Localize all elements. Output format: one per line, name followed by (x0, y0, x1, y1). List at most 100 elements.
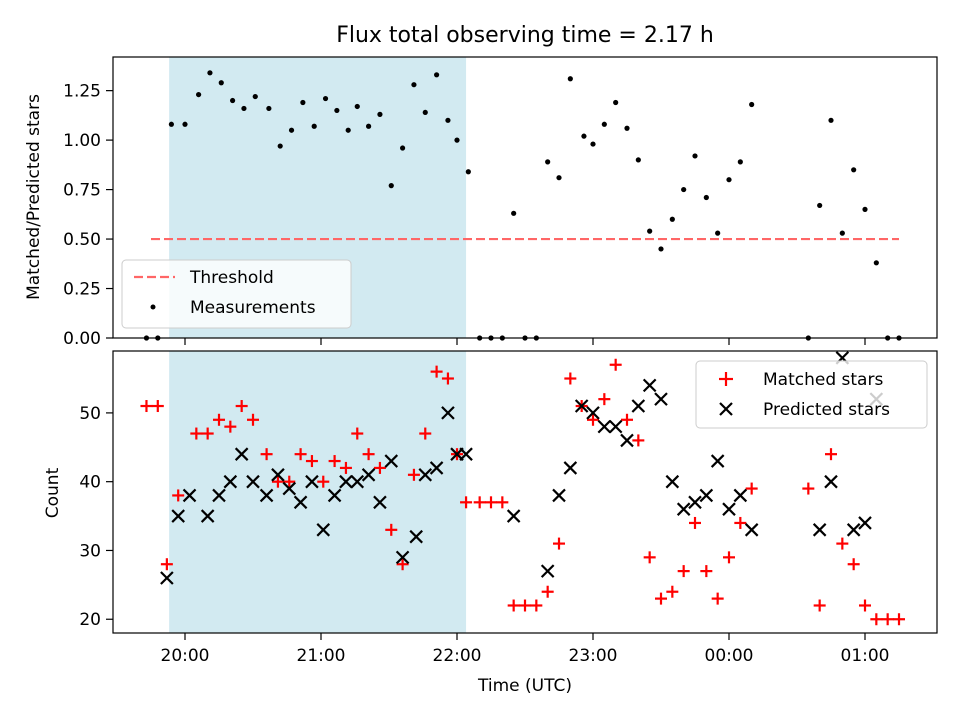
bottom-x-ticks: 20:00 21:00 22:00 23:00 00:00 01:00 (161, 633, 890, 666)
matched-star-point (677, 565, 690, 578)
predicted-star-point (246, 474, 260, 489)
x-tick-label: 22:00 (433, 646, 482, 666)
matched-star-point (700, 565, 713, 578)
matched-star-point (441, 372, 454, 385)
predicted-star-point (722, 502, 736, 516)
matched-star-point (460, 496, 473, 509)
measurement-point (266, 105, 272, 112)
predicted-star-point (409, 529, 423, 544)
matched-star-point (485, 496, 497, 509)
measurement-points (143, 70, 902, 341)
matched-star-point (859, 599, 871, 612)
measurement-point (454, 137, 460, 143)
y-tick-label: 0.75 (63, 181, 101, 201)
matched-star-point (351, 427, 364, 440)
predicted-star-point (506, 509, 521, 523)
measurement-point (445, 117, 451, 123)
bottom-y-ticks: 20 30 40 50 (79, 404, 113, 630)
predicted-star-point (384, 454, 399, 468)
matched-star-point (643, 551, 656, 564)
matched-star-point (339, 461, 352, 474)
matched-star-point (553, 537, 565, 550)
top-plot-frame (112, 56, 938, 339)
measurement-point (218, 80, 224, 86)
matched-star-point (893, 613, 905, 626)
measurement-point (465, 169, 471, 175)
matched-star-point (530, 599, 543, 612)
predicted-star-point (540, 564, 555, 578)
matched-star-point (734, 516, 747, 529)
matched-star-point (813, 599, 826, 612)
legend-measurements-swatch (150, 304, 156, 310)
legend-matched-label: Matched stars (763, 370, 883, 390)
measurement-point (590, 141, 596, 147)
measurement-point (277, 143, 283, 149)
measurement-point (182, 121, 188, 127)
predicted-star-point (654, 392, 668, 406)
top-panel: 0.00 0.25 0.50 0.75 1.00 1.25 Threshold Measu… (63, 56, 938, 349)
predicted-star-point (676, 502, 691, 516)
matched-star-point (825, 448, 837, 461)
matched-star-point (496, 496, 509, 509)
predicted-star-point (710, 454, 725, 468)
matched-star-point (260, 448, 273, 461)
measurement-point (703, 194, 709, 201)
predicted-star-point (223, 474, 238, 489)
predicted-star-point (608, 419, 623, 434)
predicted-star-point (846, 523, 861, 537)
measurement-point (345, 127, 351, 133)
measurement-point (613, 99, 619, 106)
matched-star-point (283, 475, 296, 488)
predicted-star-point (361, 468, 376, 482)
matched-star-point (140, 400, 153, 413)
matched-star-point (541, 585, 554, 598)
matched-star-point (711, 592, 724, 605)
top-y-axis-label: Matched/Predicted stars (24, 94, 44, 300)
measurement-point (422, 109, 428, 116)
predicted-star-point (160, 571, 174, 585)
top-y-ticks: 0.00 0.25 0.50 0.75 1.00 1.25 (63, 82, 113, 349)
predicted-star-point (744, 523, 759, 537)
measurement-point (556, 175, 562, 181)
y-tick-label: 40 (79, 473, 101, 493)
bottom-highlight-span (169, 351, 467, 633)
predicted-star-point (212, 488, 226, 503)
matched-star-point (655, 592, 667, 605)
chart-title: Flux total observing time = 2.17 h (336, 23, 714, 48)
measurement-point (851, 167, 857, 173)
matched-star-point (385, 523, 398, 536)
measurement-point (658, 246, 664, 252)
predicted-star-point (316, 523, 331, 537)
matched-star-point (473, 496, 486, 509)
matched-star-point (745, 482, 758, 495)
top-x-ticks (184, 338, 866, 345)
matched-star-point (235, 400, 248, 413)
matched-star-point (519, 599, 531, 612)
predicted-star-point (441, 406, 455, 420)
measurement-point (601, 121, 607, 127)
measurement-point (168, 121, 174, 127)
matched-star-point (271, 475, 284, 488)
matched-star-point (317, 475, 330, 488)
matched-star-point (160, 558, 173, 571)
predicted-star-point (282, 481, 297, 496)
bottom-legend: Matched stars Predicted stars (695, 360, 928, 429)
measurement-point (681, 186, 687, 193)
x-tick-label: 00:00 (705, 646, 754, 666)
matched-star-point (172, 489, 185, 502)
bottom-y-axis-label: Count (43, 467, 63, 518)
predicted-star-point (620, 433, 634, 448)
measurement-point (692, 153, 698, 159)
x-tick-label: 23:00 (569, 646, 618, 666)
matched-star-point (847, 558, 860, 571)
matched-star-point (666, 585, 679, 598)
predicted-star-point (574, 399, 589, 413)
y-tick-label: 1.25 (63, 82, 101, 102)
matched-star-point (564, 372, 577, 385)
predicted-star-point (597, 419, 612, 434)
predicted-star-point (305, 474, 319, 489)
predicted-star-point (699, 488, 714, 503)
predicted-star-point (733, 488, 748, 503)
legend-matched-swatch (719, 372, 733, 386)
